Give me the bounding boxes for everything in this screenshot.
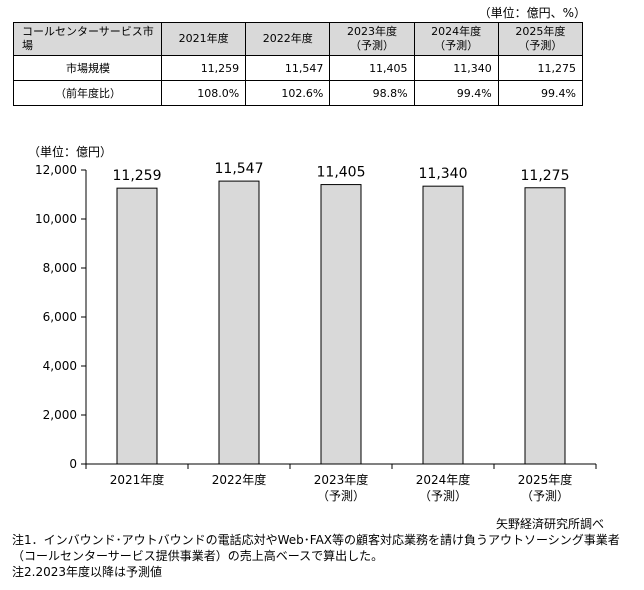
data-label: 11,405	[317, 165, 366, 181]
y-tick-label: 10,000	[35, 212, 77, 226]
table-year-header: 2022年度	[245, 22, 331, 56]
x-category-label: 2025年度	[518, 472, 573, 487]
x-category-label: 2023年度	[314, 472, 369, 487]
bar	[218, 180, 260, 465]
y-tick-label: 12,000	[35, 163, 77, 177]
note-2: 注2.2023年度以降は予測値	[12, 565, 162, 579]
x-category-label: 2021年度	[110, 472, 165, 487]
note-1: 注1．インバウンド･アウトバウンドの電話応対やWeb･FAX等の顧客対応業務を請…	[12, 533, 620, 563]
data-label: 11,259	[113, 168, 162, 184]
x-axis: 2021年度 2022年度 2023年度 （予測） 2024年度 （予測） 2025年度 （予…	[85, 463, 597, 503]
bar-chart: （単位：億円） 0 2,000 4,000 6,000 8,000 10,000 12,00…	[28, 144, 597, 503]
x-category-label: 2024年度	[416, 472, 471, 487]
y-tick-label: 6,000	[43, 310, 77, 324]
bar	[116, 187, 158, 465]
y-axis: 0 2,000 4,000 6,000 8,000 10,000 12,000	[35, 163, 87, 471]
table-year-header: 2024年度 （予測）	[413, 22, 499, 56]
source-credit: 矢野経済研究所調べ	[495, 517, 604, 531]
market-table: コールセンターサービス市場 2021年度 2022年度 2023年度 （予測） 2…	[13, 22, 584, 106]
data-label: 11,340	[419, 166, 468, 182]
table-header-row: コールセンターサービス市場 2021年度 2022年度 2023年度 （予測） 2…	[13, 22, 584, 56]
notes: 注1．インバウンド･アウトバウンドの電話応対やWeb･FAX等の顧客対応業務を請…	[12, 532, 636, 580]
x-category-label: 2022年度	[212, 472, 267, 487]
y-tick-label: 8,000	[43, 261, 77, 275]
table-cell: 11,547	[245, 55, 331, 81]
x-category-sublabel: （予測）	[317, 489, 365, 503]
table-row: 市場規模 11,259 11,547 11,405 11,340 11,275	[13, 55, 584, 81]
y-tick-label: 2,000	[43, 408, 77, 422]
table-row: （前年度比） 108.0% 102.6% 98.8% 99.4% 99.4%	[13, 80, 584, 106]
table-cell: 11,259	[160, 55, 247, 81]
table-cell: 99.4%	[413, 80, 499, 106]
table-cell: 11,275	[497, 55, 584, 81]
table-row-label: 市場規模	[13, 55, 162, 81]
bars: 11,259 11,547 11,405 11,340 11,275	[113, 161, 570, 465]
data-label: 11,547	[215, 161, 264, 177]
table-cell: 11,340	[413, 55, 499, 81]
table-cell: 98.8%	[329, 80, 415, 106]
y-tick-label: 0	[69, 457, 77, 471]
table-year-header: 2023年度 （予測）	[329, 22, 415, 56]
data-label: 11,275	[521, 168, 570, 184]
table-header-label: コールセンターサービス市場	[13, 22, 162, 56]
bar	[422, 185, 464, 465]
y-tick-label: 4,000	[43, 359, 77, 373]
table-cell: 108.0%	[160, 80, 247, 106]
table-row-label: （前年度比）	[13, 80, 162, 106]
table-year-header: 2025年度 （予測）	[497, 22, 584, 56]
table-cell: 11,405	[329, 55, 415, 81]
table-cell: 102.6%	[245, 80, 331, 106]
table-cell: 99.4%	[497, 80, 584, 106]
bar	[320, 184, 362, 465]
table-year-header: 2021年度	[160, 22, 247, 56]
table-unit-label: （単位：億円、%）	[478, 6, 586, 20]
bar	[524, 187, 566, 465]
x-category-sublabel: （予測）	[521, 489, 569, 503]
x-category-sublabel: （予測）	[419, 489, 467, 503]
y-axis-unit-label: （単位：億円）	[28, 144, 112, 159]
